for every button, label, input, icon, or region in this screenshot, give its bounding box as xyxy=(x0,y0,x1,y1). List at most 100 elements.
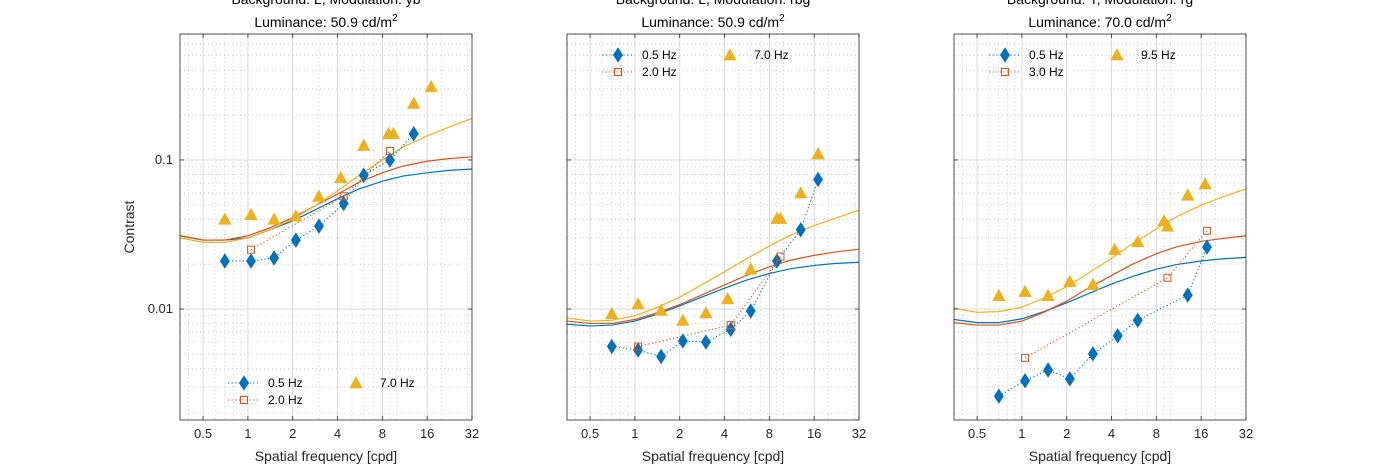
data-point xyxy=(1181,188,1195,201)
x-tick-label: 4 xyxy=(334,426,341,441)
data-point xyxy=(1108,242,1122,255)
data-point xyxy=(312,189,326,202)
legend-label: 2.0 Hz xyxy=(642,65,677,79)
grid xyxy=(954,34,1246,420)
legend-entry-3: 7.0 Hz xyxy=(723,48,789,62)
data-point xyxy=(267,212,281,225)
x-tick-label: 1 xyxy=(244,426,251,441)
x-tick-label: 32 xyxy=(465,426,479,441)
data-point xyxy=(384,152,395,168)
data-point xyxy=(1087,346,1098,362)
chart-panel-3: 0.5 1 2 4 8 16 32 Spatial frequency [cpd] Backgr… xyxy=(953,0,1253,464)
x-tick-label: 0.5 xyxy=(581,426,599,441)
legend-marker xyxy=(1001,68,1009,76)
legend-label: 3.0 Hz xyxy=(1029,65,1064,79)
data-point xyxy=(247,245,256,254)
legend-entry-3: 9.5 Hz xyxy=(1110,48,1176,62)
legend-marker xyxy=(614,68,622,76)
data-point xyxy=(813,171,824,188)
fit-curve-2 xyxy=(566,248,860,325)
data-point xyxy=(811,146,825,160)
data-point xyxy=(676,313,690,326)
x-tick-label: 4 xyxy=(721,426,728,441)
data-point xyxy=(269,250,280,266)
x-tick-label: 16 xyxy=(807,426,821,441)
data-point xyxy=(1198,177,1212,190)
x-tick-label: 8 xyxy=(379,426,386,441)
series-line xyxy=(637,256,781,348)
y-axis-label: Contrast xyxy=(121,200,137,253)
data-point xyxy=(992,288,1006,302)
legend-label: 7.0 Hz xyxy=(380,376,415,390)
legend-label: 0.5 Hz xyxy=(642,48,677,62)
data-point xyxy=(1112,328,1123,344)
fit-curve-2 xyxy=(179,156,473,241)
x-tick-label: 16 xyxy=(1194,426,1208,441)
x-axis-label: Spatial frequency [cpd] xyxy=(642,448,784,464)
data-point xyxy=(244,207,258,220)
data-point xyxy=(1020,373,1031,389)
legend-label: 0.5 Hz xyxy=(268,376,303,390)
chart-title-line1: Background: Y, Modulation: rg xyxy=(1007,0,1193,7)
series-2 xyxy=(1021,226,1211,362)
data-point xyxy=(700,334,711,350)
data-point xyxy=(993,388,1004,404)
legend-entry-1: 0.5 Hz xyxy=(602,47,677,63)
legend-entry-3: 7.0 Hz xyxy=(349,376,415,390)
x-tick-label: 2 xyxy=(1063,426,1070,441)
data-point xyxy=(721,292,735,305)
legend-entry-2: 2.0 Hz xyxy=(602,65,677,79)
legend-label: 7.0 Hz xyxy=(754,48,789,62)
axes-box xyxy=(566,33,860,421)
fit-curves xyxy=(179,117,473,243)
plot-area xyxy=(954,34,1246,420)
x-tick-label: 2 xyxy=(676,426,683,441)
data-point xyxy=(631,297,645,310)
chart-title-line2: Luminance: 50.9 cd/m2 xyxy=(254,13,398,30)
data-point xyxy=(1018,284,1032,297)
legend-entry-1: 0.5 Hz xyxy=(228,375,303,391)
y-tick-label: 0.1 xyxy=(155,152,173,167)
data-point xyxy=(408,125,419,142)
data-point xyxy=(1021,353,1030,362)
data-point xyxy=(407,96,421,109)
chart-title-line2: Luminance: 70.0 cd/m2 xyxy=(1028,13,1172,30)
data-point xyxy=(218,212,232,225)
x-tick-label: 0.5 xyxy=(194,426,212,441)
axes-box xyxy=(953,33,1247,421)
data-point xyxy=(699,306,713,319)
x-tick-label: 0.5 xyxy=(968,426,986,441)
data-point xyxy=(1063,274,1077,287)
chart-panel-2: 0.5 1 2 4 8 16 32 Spatial frequency [cpd] Backgr… xyxy=(566,0,866,464)
data-point xyxy=(795,222,806,238)
data-point xyxy=(357,138,371,151)
data-point xyxy=(1202,226,1211,235)
data-point xyxy=(313,218,324,234)
x-tick-label: 4 xyxy=(1108,426,1115,441)
series-1 xyxy=(219,125,419,269)
data-point xyxy=(794,186,808,199)
plot-area xyxy=(180,34,472,420)
x-axis-label: Spatial frequency [cpd] xyxy=(255,448,397,464)
legend-label: 0.5 Hz xyxy=(1029,48,1064,62)
data-point xyxy=(339,192,348,201)
x-tick-label: 8 xyxy=(766,426,773,441)
x-tick-label: 16 xyxy=(420,426,434,441)
grid xyxy=(180,34,472,420)
data-point xyxy=(1064,371,1075,387)
chart-title-line2: Luminance: 50.9 cd/m2 xyxy=(641,13,785,30)
plot-area xyxy=(567,34,859,420)
data-point xyxy=(654,303,668,316)
legend-label: 9.5 Hz xyxy=(1141,48,1176,62)
data-point xyxy=(424,79,438,93)
x-tick-label: 2 xyxy=(289,426,296,441)
fit-curve-3 xyxy=(566,209,860,322)
fit-curve-3 xyxy=(179,117,473,243)
data-point xyxy=(1131,234,1145,248)
legend: 0.5 Hz 3.0 Hz 9.5 Hz xyxy=(989,47,1176,79)
y-tick-label: 0.01 xyxy=(148,301,173,316)
data-point xyxy=(1160,219,1175,232)
legend-marker xyxy=(723,48,737,61)
data-point xyxy=(744,262,758,275)
